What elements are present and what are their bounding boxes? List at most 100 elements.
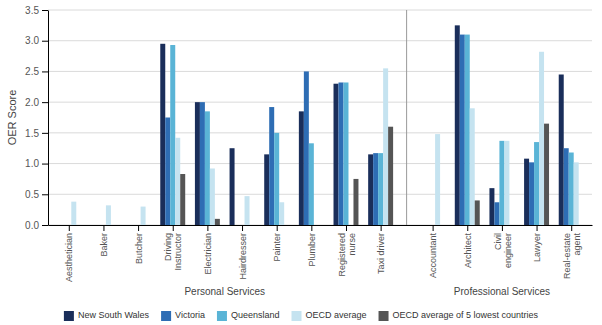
x-tick: Electrician: [203, 225, 213, 275]
x-tick: Taxi driver: [376, 225, 386, 274]
y-tick-label: 3.0: [25, 35, 39, 46]
bar: [314, 225, 319, 226]
grid-line: [48, 132, 592, 133]
legend-label: OECD average of 5 lowest countries: [393, 310, 539, 320]
bar: [470, 108, 475, 225]
bar: [126, 225, 131, 226]
x-tick: Aesthetician: [64, 225, 74, 282]
x-tick: Hairdresser: [238, 225, 248, 280]
tick-mark: [433, 225, 434, 231]
bar: [319, 225, 324, 226]
axis-line: [48, 11, 49, 226]
bar-series: [180, 124, 549, 225]
bars: [71, 25, 578, 225]
tick-mark: [467, 225, 468, 231]
legend-label: OECD average: [306, 310, 367, 320]
x-tick: Real-estateagent: [562, 225, 582, 279]
chart-container: Aesthetician Baker Butcher DrivingInstructo…: [0, 0, 602, 325]
y-axis: 0.00.51.01.52.02.53.03.5: [25, 5, 48, 231]
bar: [430, 225, 435, 226]
tick-mark: [311, 225, 312, 231]
x-tick: Lawyer: [532, 225, 542, 262]
x-axis: Aesthetician Baker Butcher DrivingInstructo…: [49, 225, 593, 282]
bar: [460, 35, 465, 225]
x-tick: Painter: [272, 225, 282, 262]
bar: [309, 143, 314, 225]
x-tick: Architect: [463, 225, 473, 268]
tick-mark: [42, 194, 48, 195]
bar: [304, 71, 309, 225]
y-tick: 0.0: [25, 220, 48, 231]
bar: [494, 202, 499, 225]
x-tick: DrivingInstructor: [163, 225, 183, 271]
x-tick: Registerednurse: [337, 225, 357, 277]
y-tick-label: 0.5: [25, 189, 39, 200]
x-tick: Plumber: [307, 225, 317, 267]
x-tick-label: Architect: [463, 233, 473, 269]
tick-mark: [173, 225, 174, 231]
bar: [210, 168, 215, 225]
y-tick-label: 0.0: [25, 220, 39, 231]
plot: Aesthetician Baker Butcher DrivingInstructo…: [25, 5, 592, 297]
y-tick-label: 1.5: [25, 128, 39, 139]
tick-mark: [571, 225, 572, 231]
y-tick: 3.5: [25, 5, 48, 16]
group-label: Personal Services: [184, 286, 265, 297]
bar: [569, 153, 574, 225]
y-tick: 2.5: [25, 66, 48, 77]
bar: [200, 102, 205, 225]
y-tick: 1.0: [25, 158, 48, 169]
y-tick-label: 2.5: [25, 66, 39, 77]
tick-mark: [242, 225, 243, 231]
bar: [274, 133, 279, 225]
bar: [353, 179, 358, 225]
x-tick-label: Butcher: [134, 233, 144, 264]
bar: [475, 200, 480, 225]
bar: [343, 82, 348, 225]
legend-swatch: [379, 311, 389, 321]
bar: [524, 159, 529, 225]
bar: [66, 225, 71, 226]
grid: [48, 10, 592, 225]
bar: [56, 225, 61, 226]
bar: [71, 202, 76, 225]
bar: [96, 225, 101, 226]
bar: [245, 196, 250, 225]
bar: [539, 52, 544, 225]
bar: [339, 82, 344, 225]
x-tick-label: Plumber: [307, 233, 317, 267]
x-tick: Accountant: [428, 225, 438, 278]
x-tick-label: Registerednurse: [337, 233, 357, 277]
bar: [205, 111, 210, 225]
bar: [420, 225, 425, 226]
grid-line: [48, 194, 592, 195]
bar: [455, 25, 460, 225]
bar: [373, 153, 378, 225]
bar: [235, 225, 240, 226]
bar: [499, 141, 504, 225]
legend-item: OECD average: [292, 310, 367, 321]
tick-mark: [537, 225, 538, 231]
x-tick-label: Painter: [272, 233, 282, 262]
tick-mark: [69, 225, 70, 231]
y-tick-label: 3.5: [25, 5, 39, 16]
tick-mark: [42, 225, 48, 226]
legend-swatch: [161, 311, 171, 321]
bar-series: [160, 25, 563, 225]
bar: [368, 154, 373, 225]
x-tick-label: Baker: [99, 233, 109, 257]
y-tick: 0.5: [25, 189, 48, 200]
grid-line: [48, 102, 592, 103]
tick-mark: [502, 225, 503, 231]
y-tick-label: 1.0: [25, 158, 39, 169]
bar: [465, 35, 470, 225]
bar: [534, 142, 539, 225]
bar: [146, 225, 151, 226]
bar: [489, 188, 494, 225]
x-tick-label: Taxi driver: [376, 233, 386, 274]
bar: [435, 134, 440, 225]
legend-item: Queensland: [217, 310, 280, 321]
tick-mark: [277, 225, 278, 231]
x-tick-label: Hairdresser: [238, 233, 248, 280]
tick-mark: [42, 164, 48, 165]
